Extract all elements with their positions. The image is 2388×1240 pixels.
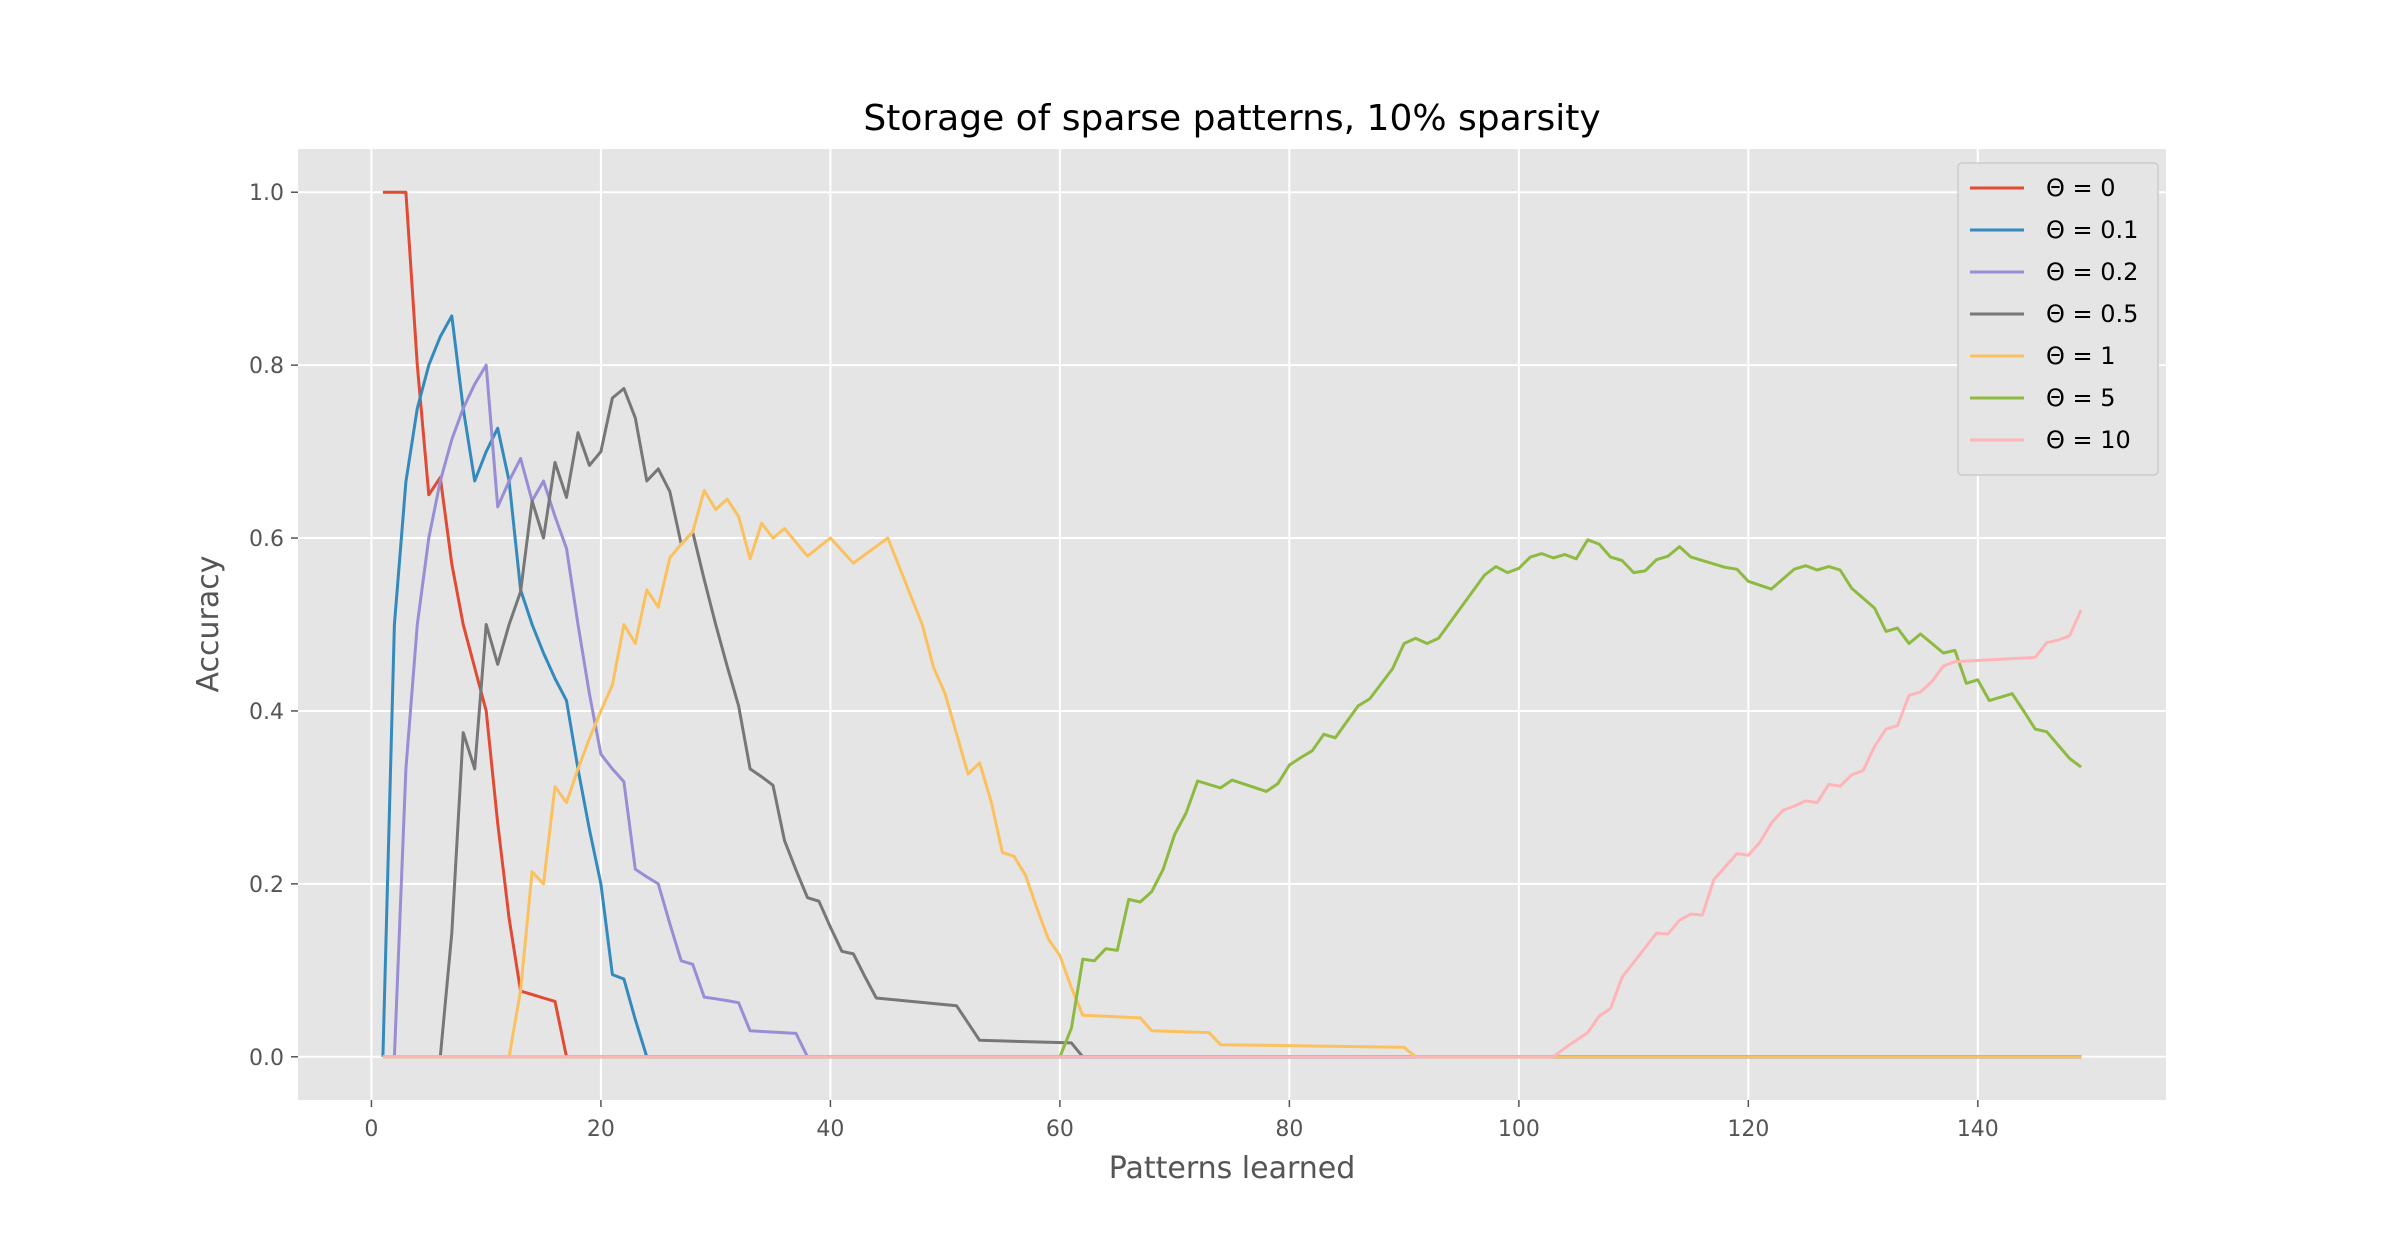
legend-item: Θ = 5 xyxy=(1970,384,2116,412)
grid-lines xyxy=(298,149,2166,1100)
legend-item: Θ = 0.5 xyxy=(1970,300,2138,328)
y-tick-label: 0.6 xyxy=(249,527,284,552)
x-axis-ticks: 0 20 40 60 80 100 120 140 xyxy=(364,1100,1999,1142)
legend: Θ = 0 Θ = 0.1 Θ = 0.2 Θ = 0.5 Θ = 1 Θ = 5 Θ = … xyxy=(1957,162,2159,476)
legend-label: Θ = 0.2 xyxy=(2046,258,2138,286)
legend-label: Θ = 1 xyxy=(2046,342,2116,370)
legend-label: Θ = 0.5 xyxy=(2046,300,2138,328)
x-tick-label: 120 xyxy=(1727,1117,1769,1142)
legend-item: Θ = 1 xyxy=(1970,342,2116,370)
x-tick-label: 80 xyxy=(1275,1117,1303,1142)
x-tick-label: 20 xyxy=(587,1117,615,1142)
x-tick-label: 0 xyxy=(364,1117,378,1142)
x-axis-label: Patterns learned xyxy=(1109,1151,1356,1186)
legend-label: Θ = 0 xyxy=(2046,174,2116,202)
x-tick-label: 100 xyxy=(1498,1117,1540,1142)
chart-title: Storage of sparse patterns, 10% sparsity xyxy=(863,98,1600,139)
legend-label: Θ = 10 xyxy=(2046,426,2131,454)
y-tick-label: 0.2 xyxy=(249,873,284,898)
y-tick-label: 1.0 xyxy=(249,181,284,206)
series-line-4 xyxy=(382,489,2082,1059)
legend-item: Θ = 0.2 xyxy=(1970,258,2138,286)
x-tick-label: 140 xyxy=(1957,1117,1999,1142)
y-tick-label: 0.4 xyxy=(249,700,284,725)
x-tick-label: 40 xyxy=(816,1117,844,1142)
y-axis-ticks: 0.0 0.2 0.4 0.6 0.8 1.0 xyxy=(249,181,298,1071)
legend-item: Θ = 10 xyxy=(1970,426,2131,454)
series-line-5 xyxy=(382,538,2082,1059)
legend-label: Θ = 5 xyxy=(2046,384,2116,412)
x-tick-label: 60 xyxy=(1046,1117,1074,1142)
series-line-2 xyxy=(392,363,2082,1059)
y-tick-label: 0.0 xyxy=(249,1046,284,1071)
series-line-6 xyxy=(382,609,2083,1059)
legend-item: Θ = 0.1 xyxy=(1970,216,2138,244)
legend-item: Θ = 0 xyxy=(1970,174,2116,202)
series-lines xyxy=(381,190,2083,1059)
legend-label: Θ = 0.1 xyxy=(2046,216,2138,244)
y-axis-label: Accuracy xyxy=(191,556,226,693)
y-tick-label: 0.8 xyxy=(249,354,284,379)
